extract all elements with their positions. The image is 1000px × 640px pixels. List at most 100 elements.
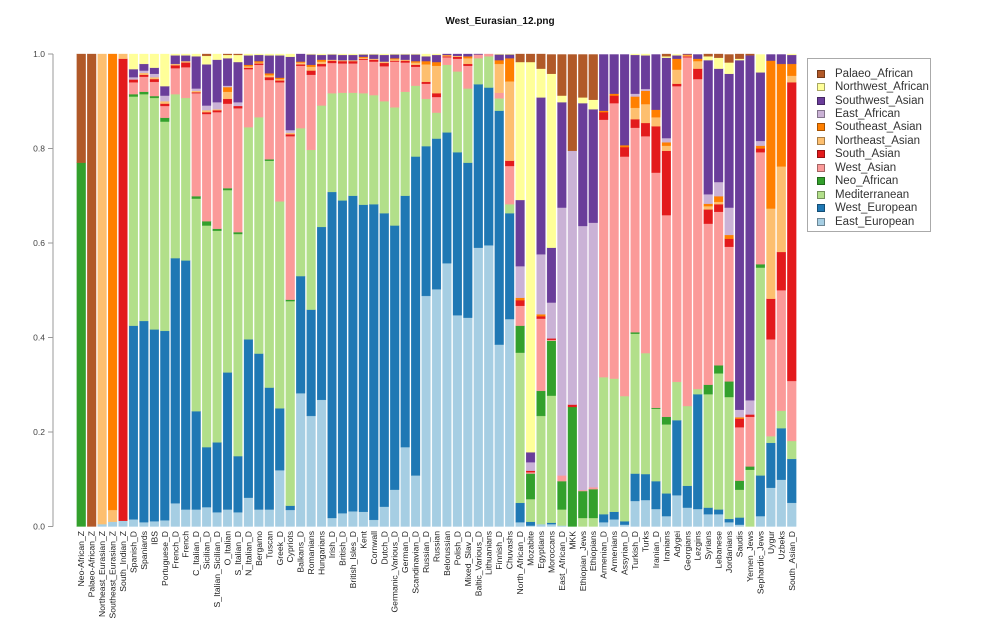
x-tick-label: Adygei [672,531,682,557]
legend: Palaeo_African Northwest_African Southwest… [807,58,931,232]
bar-segment-east-european [766,487,776,527]
bar-segment-east-european [411,475,421,527]
bar-segment-northeast-asian [672,69,682,84]
bar-segment-southwest-asian [734,59,745,410]
bar-segment-west-european [222,372,233,510]
bar-segment-mediterranean [202,225,212,448]
bar-segment-south-asian [170,65,180,69]
bar-segment-northeast-asian [139,72,149,75]
bar-segment-west-european [494,110,504,345]
bar-segment-southwest-asian [609,54,619,94]
bar-segment-mediterranean [317,105,327,228]
bar-segment-palaeo-african [202,53,212,57]
bar-segment-mediterranean [275,201,285,409]
bar-segment-south-asian [400,60,410,63]
bar-segment-west-asian [787,380,797,442]
bar-segment-southeast-asian [243,64,253,67]
bar-segment-east-european [734,524,745,527]
bar-segment-south-asian [149,78,159,83]
bar-segment-east-african [149,73,159,78]
bar-segment-west-asian [254,64,264,118]
x-tick-label: Lezgins [693,531,703,561]
x-tick-label: IBS [149,531,159,545]
bar-segment-mediterranean [411,85,421,157]
y-tick-label: 0.0 [33,522,45,532]
bar-segment-mediterranean [714,373,724,510]
bar-segment-west-asian [191,93,201,197]
bar-segment-northeast-asian [494,63,504,93]
legend-label: Mediterranean [835,188,910,201]
bar-segment-southwest-asian [421,56,431,62]
bar-segment-west-european [640,473,651,501]
x-tick-label: Moroccans [546,531,556,573]
bar-segment-west-european [515,502,525,523]
bar-segment-south-asian [693,68,703,80]
bar-segment-southwest-asian [202,64,212,106]
bar-segment-southwest-asian [578,102,588,227]
bar-segment-east-european [494,344,504,527]
x-tick-label: Armenian_D [599,531,609,579]
bar-segment-west-asian [317,66,327,106]
bar-segment-south-asian [379,62,389,67]
bar-segment-southwest-asian [348,54,358,61]
bar-segment-southwest-asian [630,54,640,94]
bar-segment-southwest-asian [139,63,149,71]
bar-segment-east-european [651,508,661,527]
bar-segment-west-european [191,411,201,510]
bar-segment-southwest-asian [317,54,327,60]
bar-segment-northeast-asian [181,60,191,63]
bar-segment-south-asian [755,148,765,153]
bar-segment-northeast-asian [97,53,107,525]
bar-segment-east-european [640,499,651,527]
bar-segment-east-european [609,519,619,527]
bar-segment-east-european [421,295,431,527]
bar-segment-southwest-asian [191,56,201,89]
bar-segment-palaeo-african [661,53,671,57]
bar-segment-west-european [505,213,515,320]
bar-segment-west-asian [484,53,494,57]
bar-segment-palaeo-african [536,53,546,69]
bar-segment-south-asian [181,62,191,68]
bar-segment-west-european [139,320,149,523]
bar-segment-northwest-african [515,61,525,201]
bar-segment-southwest-asian [160,85,170,96]
bar-segment-southeast-asian [609,93,619,96]
bar-segment-mediterranean [640,352,651,475]
bar-segment-mediterranean [306,149,316,310]
bar-segment-northwest-african [755,54,765,73]
y-tick-label: 0.2 [33,427,45,437]
bar-segment-west-european [526,521,536,526]
x-tick-label: North_African_D [515,531,525,595]
bar-segment-south-asian [787,82,797,382]
bar-segment-mediterranean [296,128,306,277]
bar-segment-southwest-asian [787,54,797,65]
bar-segment-south-asian [672,83,682,87]
x-tick-label: Northeast_Eurasian_Z [97,531,107,617]
bar-segment-mediterranean [191,198,201,412]
bar-segment-mediterranean [787,440,797,460]
bar-segment-south-asian [160,103,170,107]
bar-segment-southeast-asian [651,109,661,118]
bar-segment-southwest-asian [526,452,536,463]
bar-segment-palaeo-african [724,54,734,63]
x-tick-label: Sicilian_D [202,531,212,569]
bar-segment-northeast-asian [766,208,776,299]
bar-segment-mediterranean [484,56,494,88]
bar-segment-east-european [546,523,556,527]
x-tick-label: Armenians [609,531,619,572]
bar-segment-mediterranean [776,410,786,429]
bar-segment-west-asian [494,92,504,99]
bar-segment-southwest-asian [170,55,180,65]
bar-segment-east-african [703,194,713,204]
bar-segment-west-european [431,138,442,290]
bar-segment-east-european [390,489,400,527]
bar-segment-west-asian [766,339,776,437]
bar-segment-northeast-asian [693,60,703,69]
bar-segment-east-european [306,415,316,527]
bar-segment-west-european [714,509,724,515]
bar-segment-southwest-asian [515,199,525,267]
bar-segment-west-asian [526,472,536,474]
bar-segment-east-european [264,509,274,527]
x-tick-label: S_Italian_D [233,531,243,575]
bar-segment-southeast-asian [463,56,473,59]
